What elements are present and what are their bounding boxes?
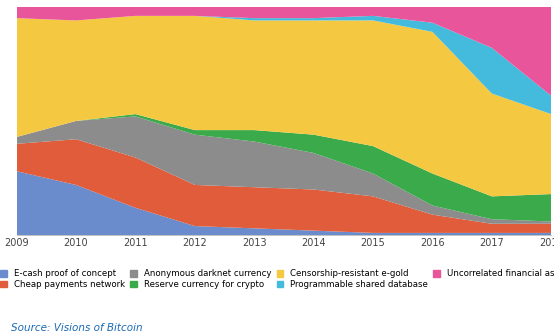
- Legend: E-cash proof of concept, Cheap payments network, Anonymous darknet currency, Res: E-cash proof of concept, Cheap payments …: [0, 269, 554, 289]
- Text: Source: Visions of Bitcoin: Source: Visions of Bitcoin: [11, 323, 143, 333]
